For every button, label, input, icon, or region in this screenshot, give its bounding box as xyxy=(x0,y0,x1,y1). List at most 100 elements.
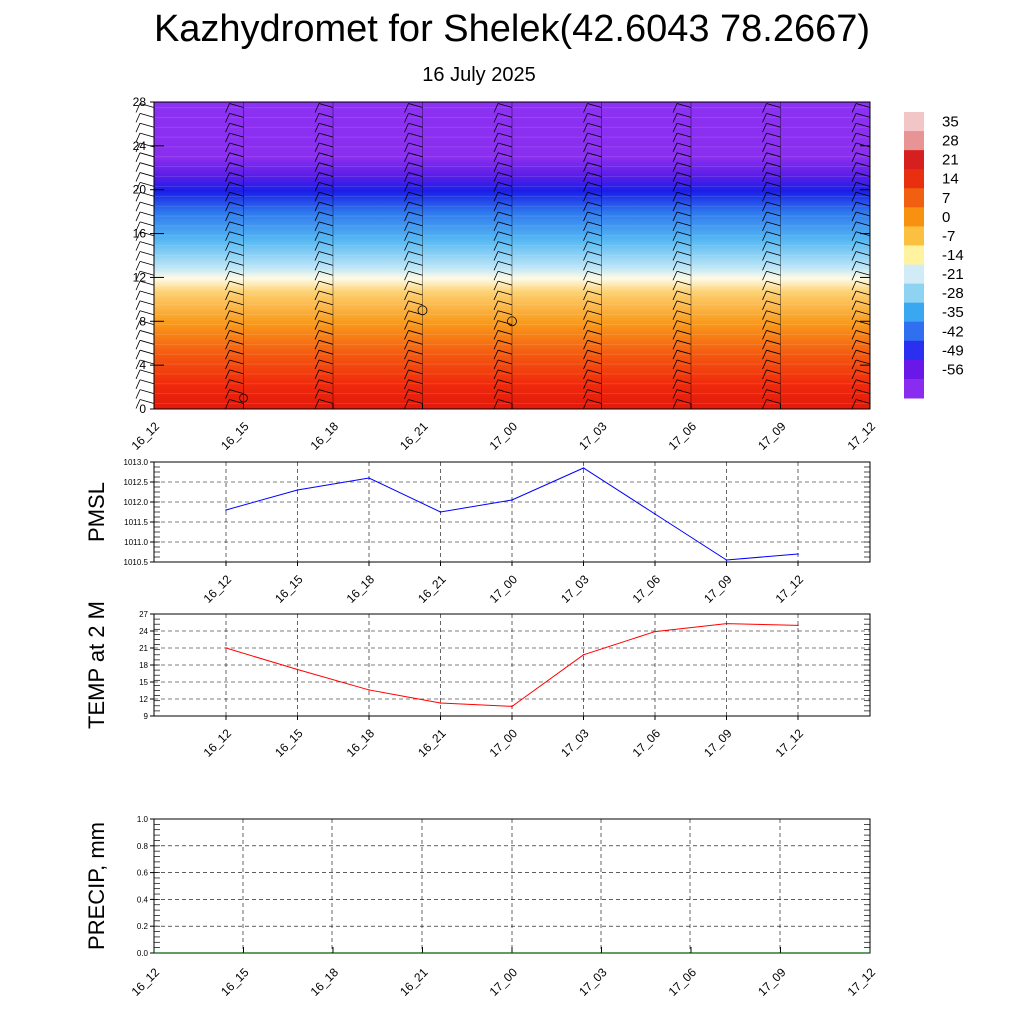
wind-barb-flag xyxy=(493,320,499,330)
wind-barb-flag xyxy=(225,162,230,172)
wind-barb-flag xyxy=(851,350,857,360)
y-tick-label: 1012.0 xyxy=(124,498,149,507)
temp-panel: 9 12 15 18 21 24 27 16_12 16_15 16_18 16_21 17_00 17… xyxy=(84,601,871,760)
colorbar-swatch xyxy=(904,207,924,227)
colorbar-swatch xyxy=(904,264,924,285)
wind-barb-flag xyxy=(314,359,320,370)
wind-barb xyxy=(229,112,244,118)
wind-barb-flag xyxy=(404,399,409,409)
wind-barb-flag xyxy=(583,271,588,281)
wind-barb-flag xyxy=(672,132,678,143)
wind-barb xyxy=(318,349,334,355)
wind-barb-flag xyxy=(762,241,767,251)
wind-barb xyxy=(766,330,781,335)
data-point xyxy=(296,489,299,491)
wind-barb xyxy=(766,112,781,118)
wind-barb xyxy=(855,211,871,217)
wind-barb xyxy=(497,122,513,128)
wind-barb-flag xyxy=(493,330,499,340)
wind-barb-flag xyxy=(135,231,141,241)
wind-barb-flag xyxy=(493,172,499,182)
wind-barb xyxy=(855,241,871,247)
wind-barb xyxy=(766,191,781,197)
wind-barb xyxy=(139,191,155,197)
wind-barb-flag xyxy=(851,310,857,320)
wind-barb xyxy=(766,339,781,345)
wind-barb xyxy=(855,191,871,197)
wind-barb xyxy=(139,251,155,256)
wind-barb xyxy=(139,330,155,335)
precip-panel: 0.0 0.2 0.4 0.6 0.8 1.0 16_12 16_15 16_18 16_21 17… xyxy=(84,815,878,999)
wind-barb-flag xyxy=(583,182,588,192)
wind-barb xyxy=(766,300,781,306)
wind-barb-flag xyxy=(583,251,588,261)
wind-barb xyxy=(587,241,602,247)
wind-barb xyxy=(229,162,244,168)
wind-barb xyxy=(766,103,781,108)
y-tick-label: 12 xyxy=(139,695,148,704)
wind-barb xyxy=(139,290,155,296)
y-tick-label: 16 xyxy=(133,227,147,241)
wind-barb xyxy=(318,359,334,365)
wind-barb-flag xyxy=(583,132,588,143)
wind-barb xyxy=(139,280,155,286)
data-point xyxy=(296,668,299,671)
wind-barb-flag xyxy=(404,310,409,320)
wind-barb-flag xyxy=(404,379,409,389)
wind-barb xyxy=(497,290,513,296)
wind-barb xyxy=(318,112,334,118)
x-tick-label: 17_12 xyxy=(845,965,879,999)
wind-barb-flag xyxy=(135,142,141,153)
x-tick-label: 17_12 xyxy=(773,726,807,760)
wind-barb-flag xyxy=(851,132,857,143)
wind-barb-flag xyxy=(314,290,320,301)
wind-barb xyxy=(676,260,692,266)
wind-barb xyxy=(318,399,334,404)
wind-barb xyxy=(229,359,244,365)
wind-barb xyxy=(408,290,423,296)
x-tick-label: 16_12 xyxy=(201,726,235,760)
wind-barb-flag xyxy=(762,280,767,291)
wind-barb-flag xyxy=(851,162,857,172)
wind-barb xyxy=(766,290,781,296)
wind-barb-flag xyxy=(851,271,857,281)
wind-barb xyxy=(408,379,423,385)
wind-barb-flag xyxy=(493,211,499,222)
wind-barb xyxy=(139,270,155,276)
wind-barb-flag xyxy=(135,310,141,320)
wind-barb xyxy=(676,270,692,276)
wind-barb-flag xyxy=(314,211,320,222)
wind-barb-flag xyxy=(135,300,141,311)
wind-barb xyxy=(855,310,871,316)
wind-barb xyxy=(139,241,155,247)
wind-barb xyxy=(139,389,155,395)
colorbar-swatch xyxy=(904,378,924,399)
y-tick-label: 0.6 xyxy=(137,869,149,878)
wind-barb xyxy=(318,330,334,335)
wind-barb-flag xyxy=(404,182,409,192)
wind-barb-flag xyxy=(851,123,857,133)
data-point xyxy=(797,553,799,555)
wind-barb xyxy=(318,280,334,286)
wind-barb-flag xyxy=(672,340,678,350)
wind-barb xyxy=(855,399,871,404)
wind-barb-flag xyxy=(493,182,499,192)
wind-barb-flag xyxy=(225,123,230,133)
wind-barb xyxy=(587,191,602,197)
wind-barb-flag xyxy=(583,231,588,241)
wind-barb-flag xyxy=(225,399,230,409)
wind-barb-flag xyxy=(225,241,230,251)
wind-barb xyxy=(318,310,334,316)
wind-barb xyxy=(855,349,871,355)
x-tick-label: 16_21 xyxy=(397,965,431,999)
wind-barb xyxy=(318,260,334,266)
wind-barb xyxy=(587,330,602,335)
colorbar-swatch xyxy=(904,169,924,189)
wind-barb-flag xyxy=(672,290,678,301)
y-axis-label: TEMP at 2 M xyxy=(84,601,109,729)
wind-barb-flag xyxy=(135,211,141,222)
wind-barb xyxy=(766,241,781,247)
wind-barb-flag xyxy=(314,320,320,330)
wind-barb-flag xyxy=(135,123,141,133)
y-tick-label: 0.4 xyxy=(137,895,149,904)
